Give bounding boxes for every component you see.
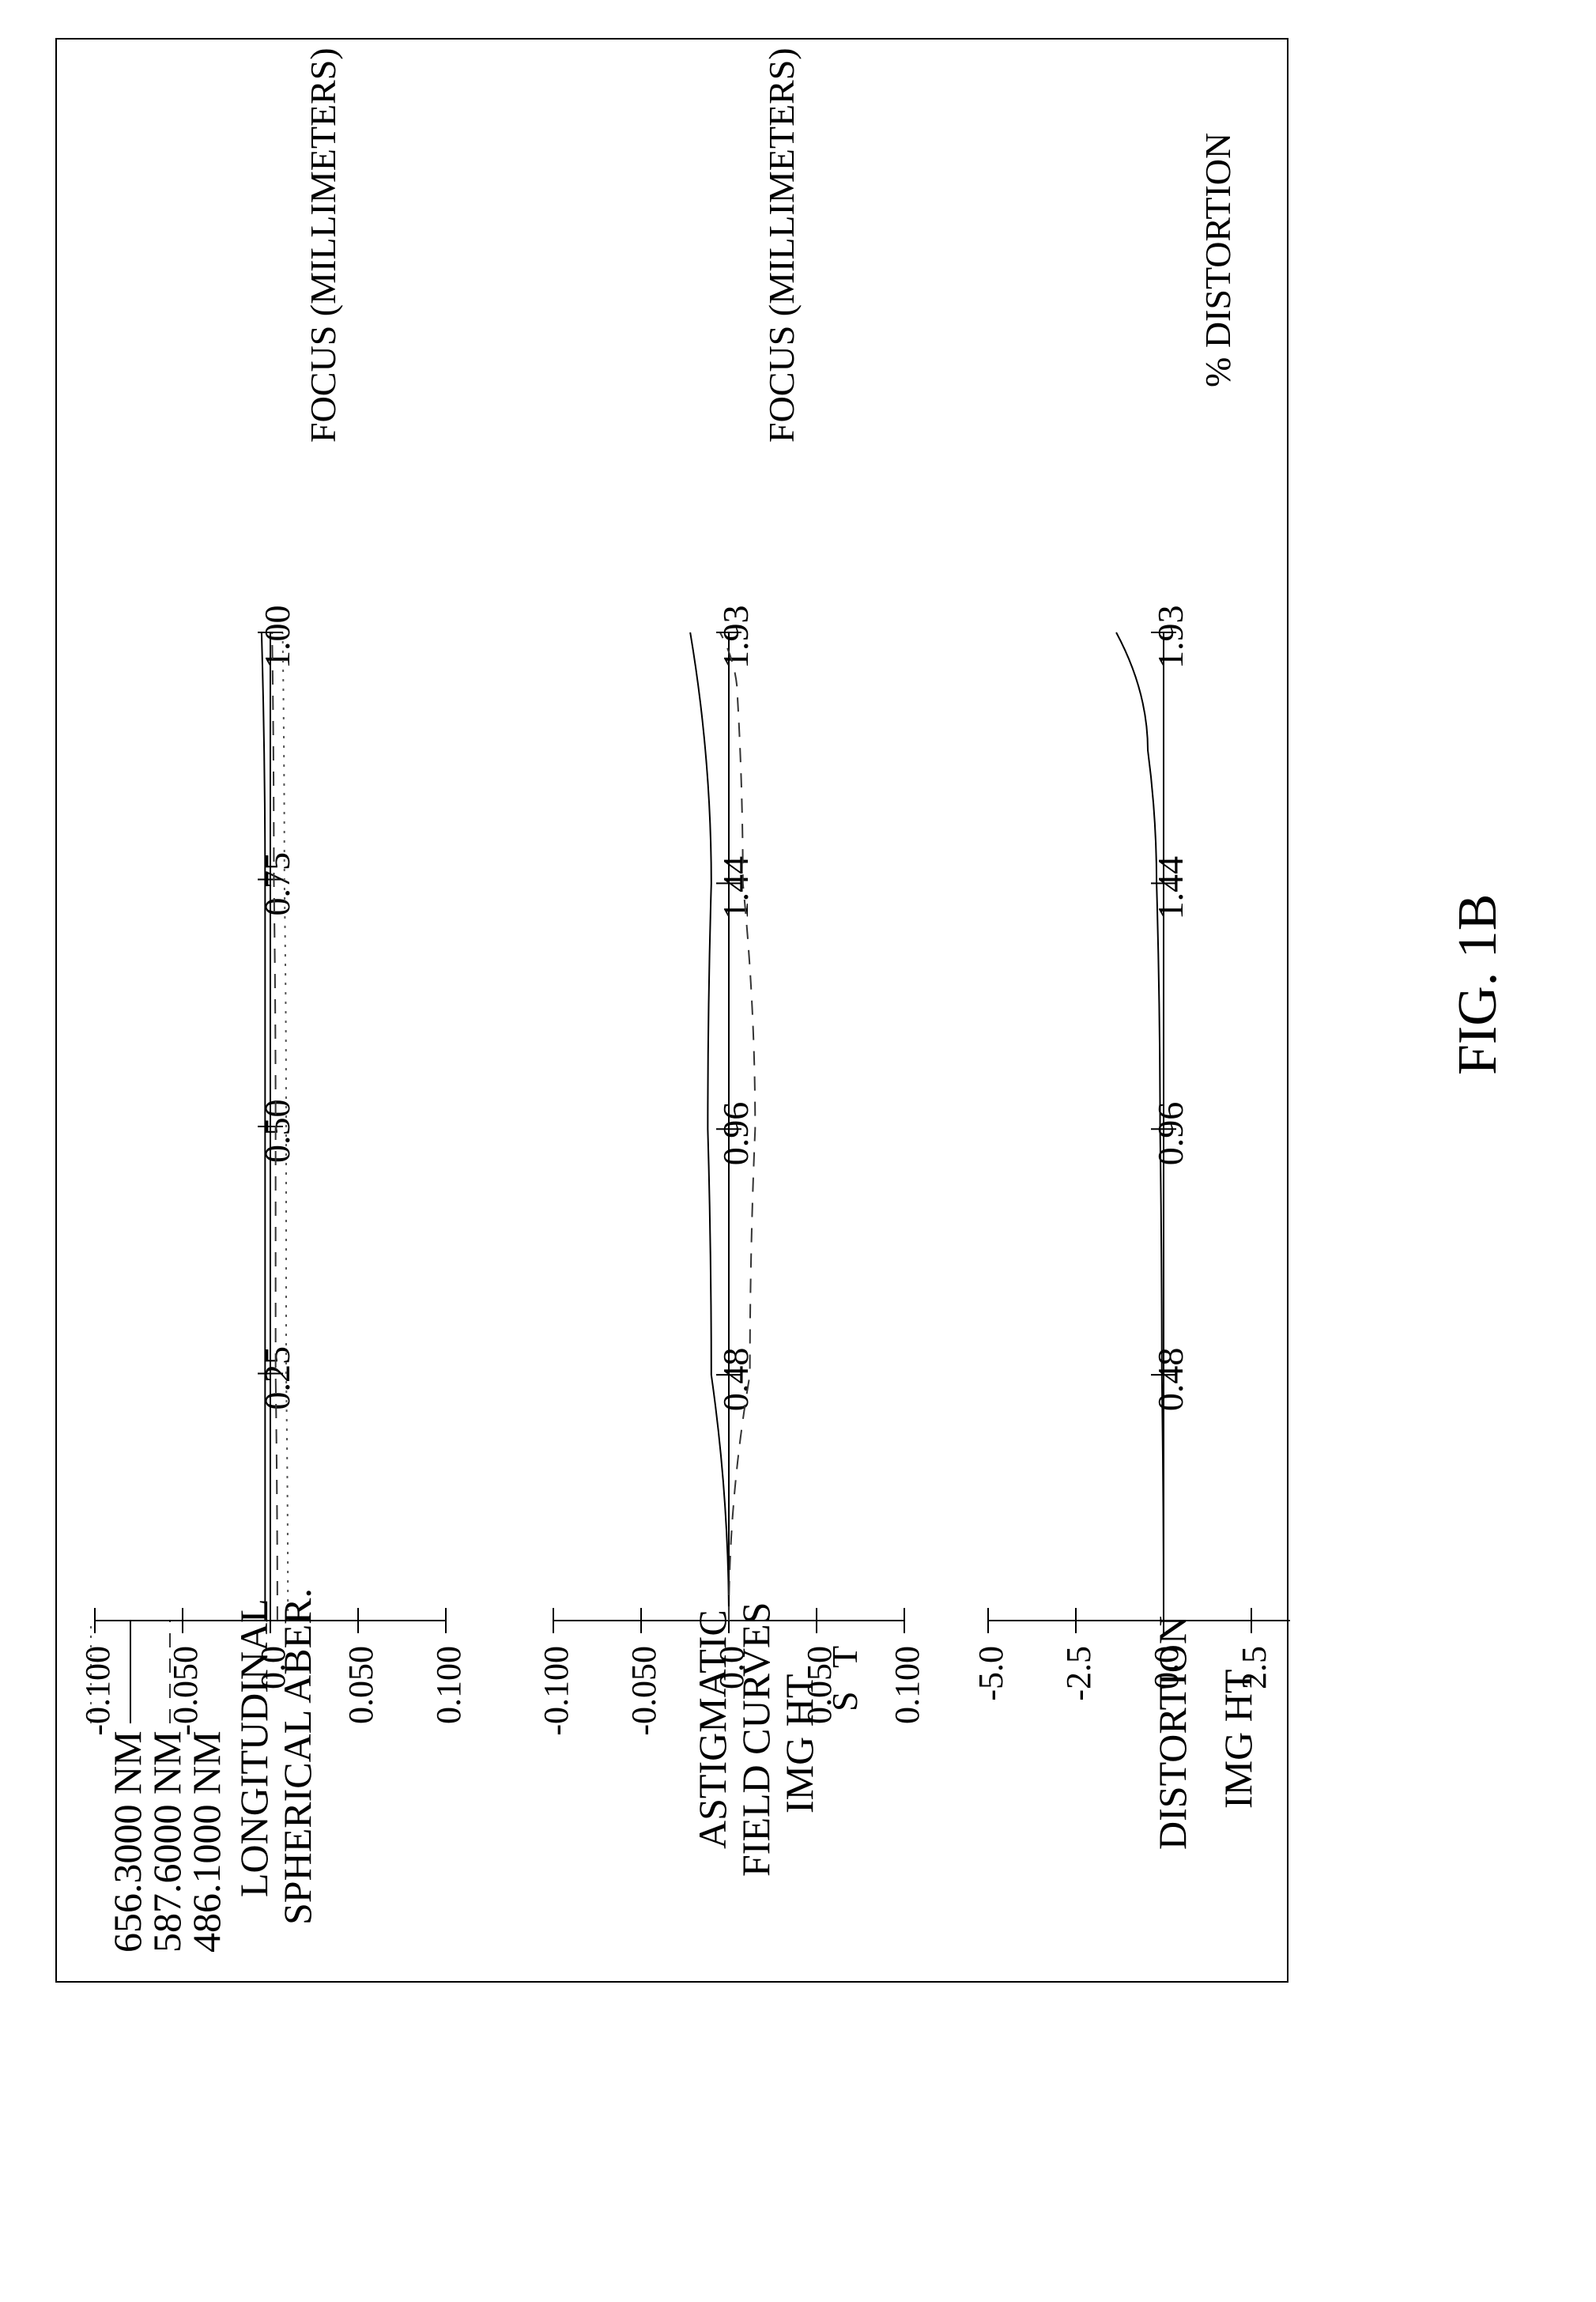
astigmatic-title-1: FIELD CURVES (733, 1602, 779, 1877)
astigmatic-title-2: IMG HT (776, 1674, 822, 1813)
page: 1.000.750.500.25-0.100-0.0500.00.0500.10… (0, 0, 1596, 2302)
spherical-xlabel: FOCUS (MILLIMETERS) (302, 47, 344, 443)
svg-text:1.93: 1.93 (1150, 606, 1190, 670)
astigmatic-title-0: ASTIGMATIC (689, 1610, 735, 1849)
svg-text:-0.050: -0.050 (624, 1646, 663, 1736)
svg-text:-0.100: -0.100 (537, 1646, 575, 1736)
svg-text:0.100: 0.100 (888, 1646, 926, 1724)
distortion-title-0: DISTORTION (1149, 1616, 1195, 1850)
svg-text:0.25: 0.25 (257, 1346, 297, 1410)
svg-text:0.96: 0.96 (1150, 1102, 1190, 1166)
figure-frame: 1.000.750.500.25-0.100-0.0500.00.0500.10… (55, 38, 1288, 1983)
astigmatic-xlabel: FOCUS (MILLIMETERS) (760, 47, 802, 443)
spherical-title-1: SPHERICAL ABER. (274, 1588, 320, 1925)
svg-text:-2.5: -2.5 (1059, 1646, 1098, 1701)
spherical-title-0: LONGITUDINAL (231, 1598, 277, 1897)
distortion-sublabel: IMG HT (1215, 1670, 1261, 1809)
svg-text:0.48: 0.48 (1150, 1348, 1190, 1412)
svg-text:-0.100: -0.100 (78, 1646, 117, 1736)
svg-text:0.050: 0.050 (341, 1646, 380, 1724)
figure-caption: FIG. 1B (1447, 894, 1510, 1075)
distortion-xlabel: % DISTORTION (1197, 133, 1239, 387)
svg-text:0.96: 0.96 (715, 1102, 756, 1166)
svg-text:0.100: 0.100 (429, 1646, 468, 1724)
astigmatic-t-label: T (824, 1646, 866, 1668)
svg-text:-5.0: -5.0 (972, 1646, 1010, 1701)
svg-text:1.44: 1.44 (715, 856, 756, 920)
svg-text:-0.050: -0.050 (166, 1646, 205, 1736)
svg-text:0.75: 0.75 (257, 852, 297, 916)
svg-text:0.50: 0.50 (257, 1100, 297, 1164)
legend-label-2: 486.1000 NM (183, 1730, 229, 1953)
astigmatic-s-label: S (824, 1691, 866, 1711)
svg-text:1.93: 1.93 (715, 606, 756, 670)
